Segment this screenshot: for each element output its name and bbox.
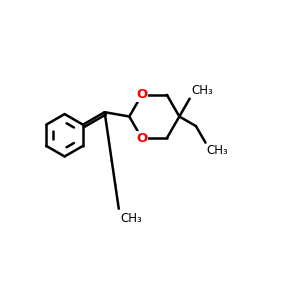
Text: CH₃: CH₃ — [120, 212, 142, 225]
Text: O: O — [136, 132, 147, 145]
Text: CH₃: CH₃ — [207, 144, 228, 157]
Text: CH₃: CH₃ — [191, 85, 213, 98]
Text: O: O — [136, 88, 147, 101]
